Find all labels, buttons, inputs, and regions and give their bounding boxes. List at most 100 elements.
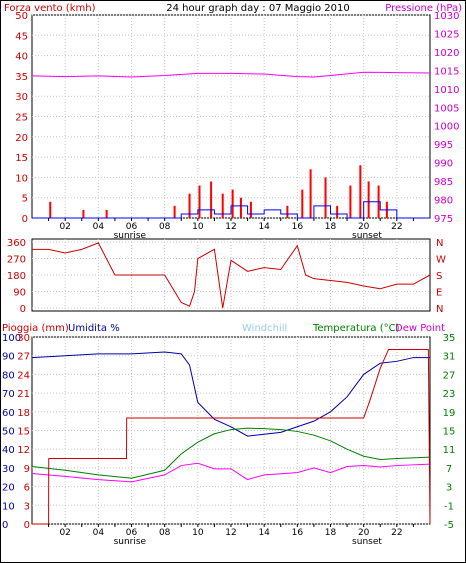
- humidity-tick-label: 10: [2, 501, 15, 512]
- gust-bar: [367, 181, 370, 218]
- gust-bar: [198, 185, 201, 218]
- compass-tick-label: E: [436, 288, 442, 299]
- x-tick-label: 14: [258, 222, 270, 232]
- x-tick-label: 16: [292, 528, 304, 538]
- left-tick-label: 30: [15, 92, 28, 103]
- x-tick-label: 12: [225, 222, 236, 232]
- left-tick-label: 40: [15, 52, 28, 63]
- x-tick-label: 22: [391, 528, 402, 538]
- x-tick-label: 02: [59, 528, 70, 538]
- gust-bar: [249, 201, 252, 218]
- right-tick-label: 1020: [434, 48, 459, 59]
- right-tick-label: 975: [434, 214, 453, 225]
- gust-bar: [324, 177, 327, 218]
- direction-tick-label: 270: [7, 255, 26, 266]
- gust-bar: [349, 185, 352, 218]
- wind-speed-line: [32, 201, 430, 219]
- x-tick-label: 18: [325, 222, 337, 232]
- legend-dew-point: Dew Point: [395, 323, 445, 334]
- left-axis-label-wind: Forza vento (kmh): [4, 3, 96, 14]
- sunrise-label: sunrise: [114, 231, 147, 241]
- right-tick-label: 1010: [434, 85, 459, 96]
- x-tick-label: 06: [126, 222, 138, 232]
- temperature-tick-label: 27: [443, 370, 456, 381]
- temperature-tick-label: 19: [443, 408, 456, 419]
- humidity-tick-label: 80: [2, 370, 15, 381]
- x-tick-label: 22: [391, 222, 402, 232]
- direction-tick-label: 180: [7, 271, 26, 282]
- humidity-tick-label: 70: [2, 389, 15, 400]
- x-tick-label: 10: [192, 528, 204, 538]
- x-tick-label: 04: [93, 222, 105, 232]
- rain-tick-label: 3: [24, 501, 30, 512]
- x-tick-label: 20: [358, 528, 370, 538]
- rain-tick-label: 15: [17, 427, 30, 438]
- rain-line: [32, 348, 431, 525]
- sunrise-label: sunrise: [114, 537, 147, 547]
- sunset-label: sunset: [352, 537, 382, 547]
- temperature-tick-label: -5: [444, 520, 454, 531]
- left-axis-label-rain: Pioggia (mm): [2, 323, 69, 334]
- right-tick-label: 1030: [434, 11, 459, 22]
- compass-tick-label: S: [436, 271, 442, 282]
- rain-tick-label: 24: [17, 370, 30, 381]
- x-tick-label: 08: [159, 222, 171, 232]
- left-axis-label-humidity: Umidita %: [68, 323, 120, 334]
- humidity-tick-label: 40: [2, 445, 15, 456]
- temperature-tick-label: 11: [443, 445, 456, 456]
- sunset-label: sunset: [352, 231, 382, 241]
- gust-bar: [49, 201, 52, 218]
- temperature-tick-label: 31: [443, 352, 456, 363]
- left-tick-label: 25: [15, 113, 28, 124]
- gust-bar: [359, 165, 362, 218]
- temperature-tick-label: 3: [446, 483, 452, 494]
- left-tick-label: 35: [15, 72, 28, 83]
- humidity-tick-label: 60: [2, 408, 15, 419]
- left-tick-label: 10: [15, 173, 28, 184]
- rain-tick-label: 18: [17, 408, 30, 419]
- wind-direction-line: [32, 242, 431, 309]
- gust-bar: [301, 189, 304, 218]
- direction-tick-label: 360: [7, 238, 26, 249]
- rain-tick-label: 27: [17, 352, 30, 363]
- compass-tick-label: W: [436, 255, 446, 266]
- direction-tick-label: 90: [13, 288, 26, 299]
- legend-temperature: Temperatura (°C): [312, 323, 400, 334]
- x-tick-label: 16: [292, 222, 304, 232]
- rain-tick-label: 21: [17, 389, 30, 400]
- x-tick-label: 20: [358, 222, 370, 232]
- left-tick-label: 0: [22, 214, 28, 225]
- gust-bar: [309, 169, 312, 218]
- humidity-tick-label: 0: [2, 520, 8, 531]
- rain-tick-label: 12: [17, 445, 30, 456]
- x-tick-label: 08: [159, 528, 171, 538]
- gust-bar: [221, 193, 224, 218]
- rain-tick-label: 30: [17, 333, 30, 344]
- gust-bar: [286, 205, 289, 218]
- left-tick-label: 20: [15, 133, 28, 144]
- right-tick-label: 995: [434, 140, 453, 151]
- gust-bar: [210, 181, 213, 218]
- rain-tick-label: 9: [24, 464, 30, 475]
- right-tick-label: 1000: [434, 122, 459, 133]
- right-tick-label: 980: [434, 196, 453, 207]
- legend-windchill: Windchill: [242, 323, 287, 334]
- left-tick-label: 5: [22, 194, 28, 205]
- x-tick-label: 06: [126, 528, 138, 538]
- x-tick-label: 12: [225, 528, 236, 538]
- chart-title: 24 hour graph day : 07 Maggio 2010: [166, 3, 349, 14]
- direction-tick-label: 0: [20, 304, 26, 315]
- pressure-line: [31, 71, 431, 78]
- temperature-tick-label: 15: [443, 427, 456, 438]
- humidity-tick-label: 100: [2, 333, 21, 344]
- temperature-line: [31, 427, 431, 479]
- temperature-tick-label: -1: [444, 501, 454, 512]
- gust-bar: [105, 209, 108, 218]
- temperature-tick-label: 35: [443, 333, 456, 344]
- right-tick-label: 1015: [434, 66, 459, 77]
- humidity-tick-label: 30: [2, 464, 15, 475]
- gust-bar: [188, 193, 191, 218]
- humidity-tick-label: 50: [2, 427, 15, 438]
- humidity-tick-label: 90: [2, 352, 15, 363]
